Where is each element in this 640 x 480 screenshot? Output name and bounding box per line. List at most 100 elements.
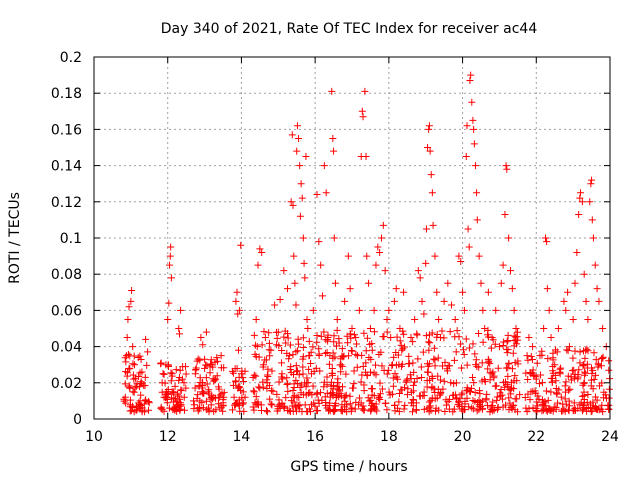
cloud-point: [526, 396, 534, 404]
cloud-point: [129, 388, 137, 396]
cloud-point: [441, 358, 449, 366]
cloud-point: [299, 344, 307, 352]
cloud-point: [273, 390, 281, 398]
data-point: [436, 334, 444, 342]
cloud-point: [167, 377, 175, 385]
cloud-point: [194, 404, 202, 412]
data-point: [586, 198, 594, 206]
cloud-point: [576, 401, 584, 409]
grid: [94, 57, 610, 419]
cloud-point: [471, 350, 479, 358]
data-point: [315, 238, 323, 246]
data-point: [429, 221, 437, 229]
data-point: [366, 325, 374, 332]
cloud-point: [383, 370, 391, 378]
cloud-point: [500, 338, 508, 346]
data-point: [457, 258, 465, 266]
cloud-point: [333, 379, 341, 387]
data-point: [271, 301, 279, 309]
cloud-point: [365, 397, 373, 405]
cloud-point: [446, 328, 454, 336]
data-point: [352, 334, 360, 342]
cloud-point: [409, 395, 417, 403]
cloud-point: [384, 366, 392, 374]
cloud-point: [133, 403, 141, 411]
cloud-point: [580, 379, 588, 387]
y-tick-label: 0.12: [51, 195, 82, 211]
cloud-point: [366, 340, 374, 348]
cloud-point: [279, 375, 287, 383]
cloud-point: [293, 367, 301, 375]
data-point: [591, 261, 599, 269]
cloud-point: [312, 364, 320, 372]
cloud-point: [566, 385, 574, 393]
data-point: [169, 388, 177, 396]
y-tick-label: 0.04: [51, 340, 82, 356]
data-point: [123, 334, 131, 342]
cloud-point: [565, 386, 573, 394]
data-point: [296, 162, 304, 170]
cloud-point: [202, 397, 210, 405]
data-point: [348, 325, 356, 332]
data-point: [165, 299, 173, 307]
cloud-point: [142, 396, 150, 404]
data-point: [593, 285, 601, 293]
cloud-point: [296, 383, 304, 391]
cloud-point: [292, 407, 300, 415]
cloud-point: [484, 365, 492, 373]
cloud-point: [159, 370, 167, 378]
data-point: [326, 352, 334, 360]
cloud-point: [311, 402, 319, 410]
data-point: [204, 388, 212, 396]
cloud-point: [411, 378, 419, 386]
cloud-point: [338, 345, 346, 353]
cloud-point: [327, 390, 335, 398]
data-point: [256, 245, 264, 253]
data-point: [398, 346, 406, 354]
cloud-point: [455, 397, 463, 405]
cloud-point: [342, 370, 350, 378]
data-point: [381, 267, 389, 275]
data-point: [250, 388, 258, 396]
cloud-point: [163, 399, 171, 407]
data-point: [411, 315, 419, 323]
data-point: [322, 189, 330, 197]
data-point: [376, 248, 384, 256]
cloud-point: [588, 364, 596, 372]
cloud-point: [562, 378, 570, 386]
cloud-point: [287, 363, 295, 371]
cloud-point: [485, 358, 493, 366]
data-point: [451, 315, 459, 323]
cloud-point: [409, 338, 417, 346]
data-point: [299, 234, 307, 242]
data-point: [333, 315, 341, 323]
data-point: [385, 306, 393, 314]
data-point: [301, 274, 309, 282]
cloud-point: [418, 374, 426, 382]
x-axis-label: GPS time / hours: [290, 459, 407, 475]
cloud-point: [537, 371, 545, 379]
data-point: [525, 334, 533, 342]
cloud-point: [177, 387, 185, 395]
data-point: [499, 261, 507, 269]
cloud-point: [538, 396, 546, 404]
cloud-point: [425, 398, 433, 406]
cloud-point: [412, 406, 420, 414]
cloud-point: [337, 368, 345, 376]
cloud-point: [284, 387, 292, 395]
data-point: [344, 252, 352, 260]
cloud-point: [576, 348, 584, 356]
cloud-point: [125, 382, 133, 390]
data-point: [497, 279, 505, 287]
cloud-point: [294, 402, 302, 410]
data-point: [374, 243, 382, 251]
data-point: [304, 325, 312, 332]
data-point: [230, 393, 238, 401]
cloud-point: [302, 383, 310, 391]
cloud-point: [213, 372, 221, 380]
cloud-point: [598, 401, 606, 409]
cloud-point: [368, 385, 376, 393]
cloud-point: [395, 361, 403, 369]
data-point: [547, 334, 555, 342]
cloud-point: [182, 384, 190, 392]
